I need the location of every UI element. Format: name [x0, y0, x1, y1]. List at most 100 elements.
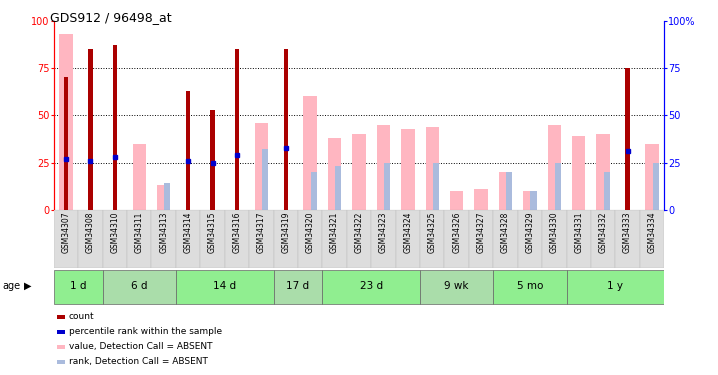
Text: GSM34328: GSM34328 [501, 212, 510, 253]
Text: count: count [69, 312, 95, 321]
Text: value, Detection Call = ABSENT: value, Detection Call = ABSENT [69, 342, 213, 351]
Text: GSM34321: GSM34321 [330, 212, 339, 253]
Bar [103, 270, 176, 304]
Text: GSM34307: GSM34307 [62, 212, 70, 254]
Bar [450, 191, 463, 210]
Text: GSM34308: GSM34308 [86, 212, 95, 253]
Text: ▶: ▶ [24, 281, 31, 291]
Text: GSM34330: GSM34330 [550, 212, 559, 254]
Bar [353, 134, 365, 210]
Bar [475, 189, 488, 210]
Bar [444, 210, 469, 268]
Text: 9 wk: 9 wk [444, 281, 469, 291]
Bar [200, 210, 225, 268]
Bar [262, 149, 268, 210]
Bar [54, 210, 78, 268]
Bar [420, 270, 493, 304]
Bar [426, 127, 439, 210]
Bar [304, 96, 317, 210]
Bar [311, 172, 317, 210]
Bar [210, 110, 215, 210]
Bar [518, 210, 542, 268]
Bar [523, 191, 536, 210]
Bar [469, 210, 493, 268]
Bar [284, 49, 288, 210]
Text: GSM34322: GSM34322 [355, 212, 363, 253]
Bar [531, 191, 536, 210]
Bar [401, 129, 414, 210]
Text: GSM34331: GSM34331 [574, 212, 583, 253]
Bar [113, 45, 117, 210]
Text: GSM34315: GSM34315 [208, 212, 217, 253]
Bar [176, 270, 274, 304]
Bar [235, 49, 239, 210]
Bar [164, 183, 170, 210]
Text: 17 d: 17 d [286, 281, 309, 291]
Text: GSM34310: GSM34310 [111, 212, 119, 253]
Bar [567, 210, 591, 268]
Text: 1 y: 1 y [607, 281, 623, 291]
Bar [274, 270, 322, 304]
Bar [335, 166, 341, 210]
Bar [433, 163, 439, 210]
Bar [322, 210, 347, 268]
Bar [225, 210, 249, 268]
Text: GSM34314: GSM34314 [184, 212, 192, 253]
Text: GSM34320: GSM34320 [306, 212, 314, 253]
Text: GSM34332: GSM34332 [599, 212, 607, 253]
Bar [328, 138, 341, 210]
Bar [133, 144, 146, 210]
Text: 14 d: 14 d [213, 281, 236, 291]
Bar [572, 136, 585, 210]
Bar [396, 210, 420, 268]
Bar [255, 123, 268, 210]
Bar [567, 270, 664, 304]
Bar [420, 210, 444, 268]
Bar [615, 210, 640, 268]
Bar [499, 172, 512, 210]
Bar [176, 210, 200, 268]
Text: age: age [2, 281, 20, 291]
Text: GSM34311: GSM34311 [135, 212, 144, 253]
Bar [347, 210, 371, 268]
Bar [298, 210, 322, 268]
Bar [555, 163, 561, 210]
Bar [597, 134, 610, 210]
Text: GDS912 / 96498_at: GDS912 / 96498_at [50, 11, 172, 24]
Bar [322, 270, 420, 304]
Text: GSM34316: GSM34316 [233, 212, 241, 253]
Bar [64, 78, 68, 210]
Text: GSM34326: GSM34326 [452, 212, 461, 253]
Text: GSM34313: GSM34313 [159, 212, 168, 253]
Text: 23 d: 23 d [360, 281, 383, 291]
Bar [151, 210, 176, 268]
Bar [384, 163, 390, 210]
Text: GSM34329: GSM34329 [526, 212, 534, 253]
Bar [249, 210, 274, 268]
Bar [506, 172, 512, 210]
Bar [127, 210, 151, 268]
Bar [591, 210, 615, 268]
Bar [548, 125, 561, 210]
Bar [60, 34, 73, 210]
Bar [604, 172, 610, 210]
Bar [186, 91, 190, 210]
Text: GSM34317: GSM34317 [257, 212, 266, 253]
Text: GSM34327: GSM34327 [477, 212, 485, 253]
Text: GSM34325: GSM34325 [428, 212, 437, 253]
Text: GSM34333: GSM34333 [623, 212, 632, 254]
Bar [625, 68, 630, 210]
Bar [88, 49, 93, 210]
Bar [78, 210, 103, 268]
Bar [493, 270, 567, 304]
Text: percentile rank within the sample: percentile rank within the sample [69, 327, 222, 336]
Bar [274, 210, 298, 268]
Bar [542, 210, 567, 268]
Text: GSM34324: GSM34324 [404, 212, 412, 253]
Text: GSM34319: GSM34319 [281, 212, 290, 253]
Bar [645, 144, 658, 210]
Text: GSM34323: GSM34323 [379, 212, 388, 253]
Bar [377, 125, 390, 210]
Bar [653, 163, 658, 210]
Bar [103, 210, 127, 268]
